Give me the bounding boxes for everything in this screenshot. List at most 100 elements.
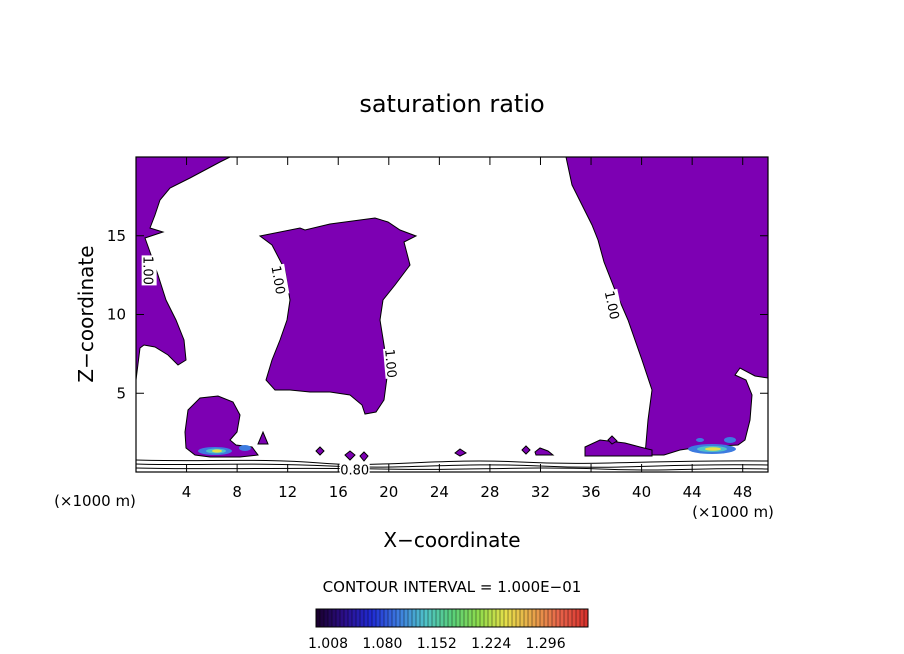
colorbar-segment-27 <box>424 609 428 627</box>
colorbar-segment-35 <box>456 609 460 627</box>
colorbar-segment-64 <box>572 609 576 627</box>
small-patch-5 <box>454 448 467 457</box>
contour-label-text-1: 1.00 <box>267 265 287 296</box>
small-patch-7 <box>534 447 555 456</box>
colorbar-segment-4 <box>332 609 336 627</box>
colorbar-segment-61 <box>560 609 564 627</box>
colorbar-labels: 1.008 1.080 1.152 1.224 1.296 <box>308 636 566 652</box>
colorbar-segment-15 <box>376 609 380 627</box>
colorbar-segment-26 <box>420 609 424 627</box>
small-patch-6 <box>521 445 531 455</box>
colorbar-tick-label-4: 1.296 <box>526 636 566 652</box>
y-tick-label-2: 15 <box>107 227 126 245</box>
colorbar-segment-41 <box>480 609 484 627</box>
colorbar-segment-43 <box>488 609 492 627</box>
colorbar-segment-52 <box>524 609 528 627</box>
contour-label-3: 1.00 <box>601 288 624 322</box>
x-tick-label-6: 28 <box>480 483 499 501</box>
contour-label-4: 0.80 <box>339 461 370 479</box>
contour-label-0: 1.00 <box>140 255 157 286</box>
colorbar-segment-42 <box>484 609 488 627</box>
high-sat-core-9 <box>696 438 704 442</box>
colorbar-segment-25 <box>416 609 420 627</box>
colorbar-segment-33 <box>448 609 452 627</box>
colorbar-segment-37 <box>464 609 468 627</box>
colorbar-segment-65 <box>576 609 580 627</box>
colorbar-segment-17 <box>384 609 388 627</box>
colorbar-segment-59 <box>552 609 556 627</box>
colorbar-segment-9 <box>352 609 356 627</box>
colorbar-segment-44 <box>492 609 496 627</box>
colorbar-segment-39 <box>472 609 476 627</box>
colorbar-segment-57 <box>544 609 548 627</box>
small-patch-3 <box>359 451 369 462</box>
contour-labels: 1.00 1.00 1.00 1.00 0.80 <box>140 255 624 479</box>
colorbar-segment-19 <box>392 609 396 627</box>
colorbar-segment-51 <box>520 609 524 627</box>
x-tick-label-10: 44 <box>683 483 702 501</box>
x-unit-right: (×1000 m) <box>692 503 774 521</box>
small-patch-1 <box>257 430 269 445</box>
y-axis-label: Z−coordinate <box>74 245 98 382</box>
colorbar-segment-34 <box>452 609 456 627</box>
x-tick-label-5: 24 <box>430 483 449 501</box>
colorbar-segment-32 <box>444 609 448 627</box>
small-patch-2 <box>344 450 356 461</box>
colorbar-segment-6 <box>340 609 344 627</box>
colorbar-segment-11 <box>360 609 364 627</box>
colorbar-segment-0 <box>316 609 320 627</box>
colorbar-segment-38 <box>468 609 472 627</box>
colorbar-segment-55 <box>536 609 540 627</box>
colorbar-segment-18 <box>388 609 392 627</box>
colorbar-tick-label-0: 1.008 <box>308 636 348 652</box>
x-tick-label-1: 8 <box>232 483 242 501</box>
colorbar-segment-29 <box>432 609 436 627</box>
colorbar-segment-31 <box>440 609 444 627</box>
colorbar-segment-40 <box>476 609 480 627</box>
colorbar-segment-67 <box>584 609 588 627</box>
colorbar-tick-label-3: 1.224 <box>471 636 511 652</box>
colorbar-segment-45 <box>496 609 500 627</box>
contour-label-text-4: 0.80 <box>340 464 369 479</box>
x-tick-label-4: 20 <box>379 483 398 501</box>
colorbar-segment-3 <box>328 609 332 627</box>
colorbar-segment-47 <box>504 609 508 627</box>
colorbar-segment-13 <box>368 609 372 627</box>
colorbar-segment-22 <box>404 609 408 627</box>
contour-label-text-2: 1.00 <box>381 348 398 378</box>
colorbar-segment-60 <box>556 609 560 627</box>
colorbar-segment-49 <box>512 609 516 627</box>
x-tick-label-8: 36 <box>581 483 600 501</box>
x-tick-label-0: 4 <box>182 483 192 501</box>
small-patch-8 <box>607 435 618 445</box>
colorbar-segment-66 <box>580 609 584 627</box>
colorbar-segment-16 <box>380 609 384 627</box>
colorbar-segment-50 <box>516 609 520 627</box>
colorbar-segment-20 <box>396 609 400 627</box>
x-tick-label-2: 12 <box>278 483 297 501</box>
contour-label-1: 1.00 <box>267 263 290 296</box>
high-sat-core-3 <box>212 449 222 453</box>
colorbar-segment-21 <box>400 609 404 627</box>
high-sat-core-4 <box>239 445 251 451</box>
colorbar-segment-14 <box>372 609 376 627</box>
small-patch-4 <box>315 446 325 456</box>
colorbar-segment-1 <box>320 609 324 627</box>
colorbar-segment-53 <box>528 609 532 627</box>
colorbar-segment-54 <box>532 609 536 627</box>
x-tick-label-11: 48 <box>733 483 752 501</box>
x-tick-label-3: 16 <box>329 483 348 501</box>
chart-title: saturation ratio <box>359 90 544 118</box>
colorbar-segment-12 <box>364 609 368 627</box>
colorbar-segment-2 <box>324 609 328 627</box>
colorbar <box>315 608 589 628</box>
colorbar-segment-63 <box>568 609 572 627</box>
high-sat-core-8 <box>724 437 736 443</box>
colorbar-segment-36 <box>460 609 464 627</box>
colorbar-segment-62 <box>564 609 568 627</box>
x-tick-label-9: 40 <box>632 483 651 501</box>
colorbar-segment-28 <box>428 609 432 627</box>
colorbar-segment-48 <box>508 609 512 627</box>
x-axis-ticks: 4 8 12 16 20 24 28 32 36 40 44 48 <box>182 157 752 501</box>
